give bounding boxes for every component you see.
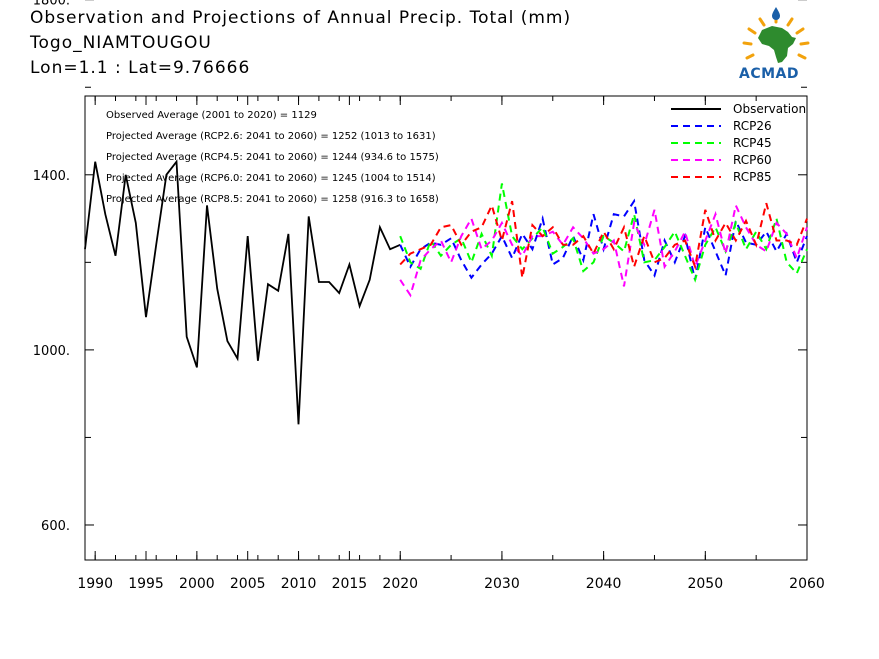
legend-label: RCP45: [733, 136, 772, 150]
series-line-rcp26: [399, 198, 808, 281]
annotation-layer: Observed Average (2001 to 2020) = 1129 Pr…: [106, 110, 439, 205]
x-tick-label: 2000: [179, 576, 215, 592]
series-line-rcp85: [399, 200, 808, 278]
x-tick-label: 2060: [789, 576, 825, 592]
y-tick-label: 1000.: [33, 344, 70, 359]
legend-label: Observation: [733, 102, 806, 116]
x-tick-label: 2015: [332, 576, 368, 592]
x-tick-label: 2020: [382, 576, 418, 592]
average-annotation: Projected Average (RCP8.5: 2041 to 2060)…: [106, 194, 439, 205]
series-layer: [84, 159, 808, 425]
average-annotation: Projected Average (RCP6.0: 2041 to 2060)…: [106, 173, 436, 184]
plot-frame: [84, 95, 808, 561]
logo-text: ACMAD: [739, 66, 799, 82]
x-tick-label: 1990: [77, 576, 113, 592]
coordinates-label: Lon=1.1 : Lat=9.76666: [30, 58, 251, 78]
chart-title: Observation and Projections of Annual Pr…: [30, 8, 572, 28]
axis-ticks: 1990 1995 2000 2005 2010 2015 2020 2030 2040 2050…: [33, 0, 825, 592]
average-annotation: Projected Average (RCP2.6: 2041 to 2060)…: [106, 131, 436, 142]
legend: Observation RCP26 RCP45 RCP60 RCP85: [671, 102, 806, 184]
average-annotation: Observed Average (2001 to 2020) = 1129: [106, 110, 317, 121]
y-tick-label: 600.: [41, 519, 70, 534]
average-annotation: Projected Average (RCP4.5: 2041 to 2060)…: [106, 152, 439, 163]
x-tick-label: 2040: [586, 576, 622, 592]
x-tick-label: 2030: [484, 576, 520, 592]
x-tick-label: 2010: [281, 576, 317, 592]
legend-label: RCP85: [733, 170, 772, 184]
y-tick-label: 1400.: [33, 169, 70, 184]
x-tick-label: 2050: [687, 576, 723, 592]
series-line-rcp45: [399, 183, 808, 283]
series-line-rcp60: [399, 202, 808, 298]
legend-label: RCP60: [733, 153, 772, 167]
series-line-observation: [84, 159, 401, 425]
x-tick-label: 1995: [128, 576, 164, 592]
acmad-logo-icon: [742, 7, 810, 63]
x-tick-label: 2005: [230, 576, 266, 592]
location-label: Togo_NIAMTOUGOU: [30, 33, 212, 53]
legend-label: RCP26: [733, 119, 772, 133]
y-tick-label: 1800.: [33, 0, 70, 9]
